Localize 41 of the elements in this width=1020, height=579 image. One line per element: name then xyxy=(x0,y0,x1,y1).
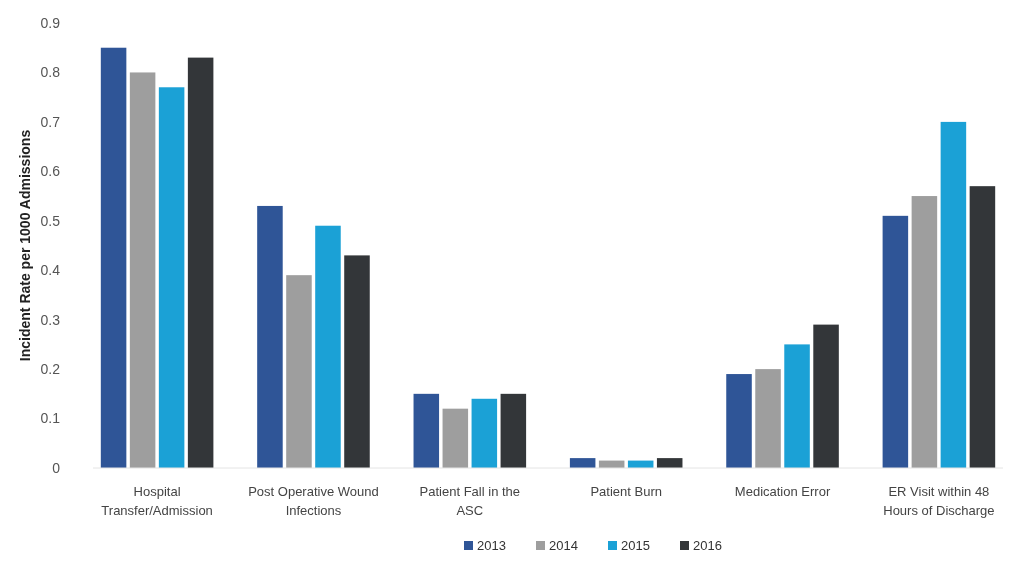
bar xyxy=(784,344,810,468)
legend-label: 2016 xyxy=(693,538,722,553)
y-tick-label: 0.1 xyxy=(40,410,61,427)
bar xyxy=(500,393,527,468)
bar xyxy=(413,393,440,468)
bar xyxy=(940,121,967,468)
x-tick-label: ER Visit within 48 Hours of Discharge xyxy=(883,484,995,518)
x-tick-label: Patient Burn xyxy=(590,484,662,499)
y-tick-label: 0.5 xyxy=(40,212,61,229)
x-tick-label: Post Operative Wound Infections xyxy=(248,484,379,518)
y-tick-label: 0.4 xyxy=(40,262,61,279)
bar xyxy=(187,57,214,468)
legend-label: 2014 xyxy=(549,538,578,553)
bar xyxy=(911,196,938,468)
y-axis-title: Incident Rate per 1000 Admissions xyxy=(17,129,33,362)
x-tick-label: Hospital Transfer/Admission xyxy=(101,484,213,518)
bar xyxy=(442,408,469,468)
bar xyxy=(726,374,752,468)
bar xyxy=(100,47,127,468)
y-tick-label: 0.8 xyxy=(40,64,61,81)
bar xyxy=(344,255,370,468)
x-tick-label: Patient Fall in the ASC xyxy=(419,484,521,518)
y-tick-label: 0.3 xyxy=(40,311,61,328)
y-tick-label: 0 xyxy=(52,459,61,476)
bar xyxy=(158,87,185,468)
y-tick-label: 0.7 xyxy=(40,113,61,130)
bar xyxy=(882,215,909,468)
y-tick-label: 0.9 xyxy=(40,14,61,31)
bar xyxy=(286,275,312,468)
x-tick-label: Medication Error xyxy=(734,484,831,499)
y-tick-label: 0.2 xyxy=(40,361,61,378)
bar xyxy=(755,369,781,468)
legend-label: 2013 xyxy=(477,538,506,553)
y-tick-label: 0.6 xyxy=(40,163,61,180)
legend-label: 2015 xyxy=(621,538,650,553)
bar xyxy=(129,72,156,468)
bar xyxy=(315,225,341,468)
bar xyxy=(257,205,283,468)
bar xyxy=(969,186,996,468)
bar xyxy=(813,324,839,468)
bar xyxy=(471,398,498,468)
